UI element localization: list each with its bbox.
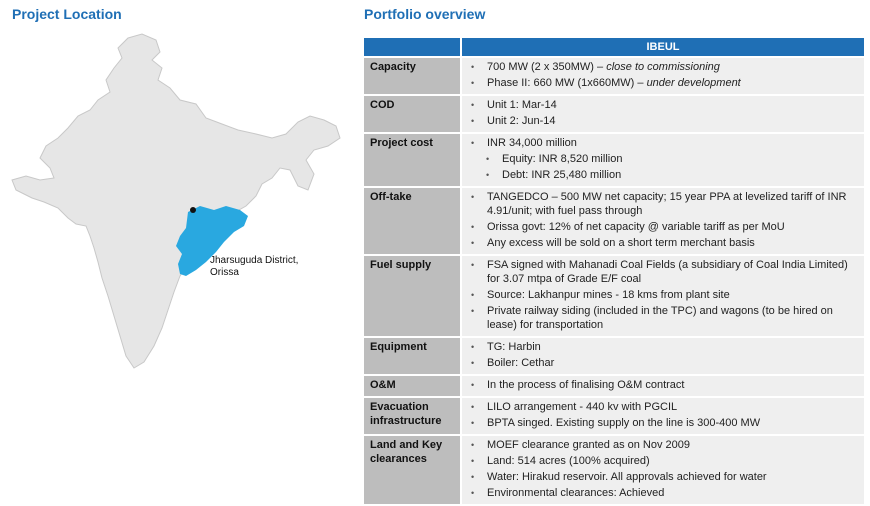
bullet-text: Unit 1: Mar-14: [487, 99, 557, 111]
bullet-item: Equity: INR 8,520 million: [468, 152, 860, 166]
bullet-list: Unit 1: Mar-14 Unit 2: Jun-14: [468, 98, 860, 128]
bullet-item: Source: Lakhanpur mines - 18 kms from pl…: [468, 288, 860, 302]
bullet-list: INR 34,000 million Equity: INR 8,520 mill…: [468, 136, 860, 182]
row-content: FSA signed with Mahanadi Coal Fields (a …: [460, 255, 864, 338]
row-content: TG: Harbin Boiler: Cethar: [460, 337, 864, 376]
bullet-text: Orissa govt: 12% of net capacity @ varia…: [487, 221, 785, 233]
bullet-text: Any excess will be sold on a short term …: [487, 237, 755, 249]
location-label-line1: Jharsuguda District,: [210, 255, 299, 266]
bullet-item: LILO arrangement - 440 kv with PGCIL: [468, 400, 860, 414]
bullet-text: Land: 514 acres (100% acquired): [487, 455, 650, 467]
bullet-emphasis: under development: [646, 77, 741, 89]
row-content: In the process of finalising O&M contrac…: [460, 375, 864, 398]
bullet-item: MOEF clearance granted as on Nov 2009: [468, 438, 860, 452]
header-blank-cell: [364, 38, 461, 58]
table-row: Land and Key clearancesMOEF clearance gr…: [364, 435, 864, 506]
row-content: LILO arrangement - 440 kv with PGCIL BPTA…: [460, 397, 864, 436]
table-row: Project cost INR 34,000 million Equity: IN…: [364, 133, 864, 188]
bullet-text: Unit 2: Jun-14: [487, 115, 556, 127]
bullet-item: Water: Hirakud reservoir. All approvals …: [468, 470, 860, 484]
row-label: Capacity: [364, 57, 461, 96]
bullet-list: FSA signed with Mahanadi Coal Fields (a …: [468, 258, 860, 332]
row-content: 700 MW (2 x 350MW) – close to commission…: [460, 57, 864, 96]
table-row: Fuel supply FSA signed with Mahanadi Coal…: [364, 255, 864, 338]
table-row: Off-take TANGEDCO – 500 MW net capacity; …: [364, 187, 864, 256]
bullet-text: TG: Harbin: [487, 341, 541, 353]
india-map: Jharsuguda District, Orissa: [10, 30, 350, 390]
table-header-row: IBEUL: [364, 38, 864, 58]
bullet-item: Unit 2: Jun-14: [468, 114, 860, 128]
bullet-text: Equity: INR 8,520 million: [502, 153, 623, 165]
bullet-text: Private railway siding (included in the …: [487, 305, 833, 331]
table-row: Capacity 700 MW (2 x 350MW) – close to co…: [364, 57, 864, 96]
bullet-list: In the process of finalising O&M contrac…: [468, 378, 860, 392]
table-body: Capacity 700 MW (2 x 350MW) – close to co…: [364, 57, 864, 506]
location-label-line2: Orissa: [210, 267, 239, 278]
bullet-item: Boiler: Cethar: [468, 356, 860, 370]
bullet-item: Debt: INR 25,480 million: [468, 168, 860, 182]
bullet-text: Source: Lakhanpur mines - 18 kms from pl…: [487, 289, 730, 301]
project-location-heading: Project Location: [12, 6, 122, 22]
bullet-text: BPTA singed. Existing supply on the line…: [487, 417, 761, 429]
bullet-item: Environmental clearances: Achieved: [468, 486, 860, 500]
bullet-item: TANGEDCO – 500 MW net capacity; 15 year …: [468, 190, 860, 218]
location-label: Jharsuguda District, Orissa: [210, 255, 298, 279]
jharsuguda-marker: [190, 207, 196, 213]
table-row: Evacuation infrastructureLILO arrangemen…: [364, 397, 864, 436]
bullet-text: Environmental clearances: Achieved: [487, 487, 665, 499]
bullet-item: Phase II: 660 MW (1x660MW) – under devel…: [468, 76, 860, 90]
bullet-item: TG: Harbin: [468, 340, 860, 354]
portfolio-table: IBEUL Capacity 700 MW (2 x 350MW) – close…: [364, 38, 864, 506]
row-label: Land and Key clearances: [364, 435, 461, 506]
bullet-list: LILO arrangement - 440 kv with PGCIL BPTA…: [468, 400, 860, 430]
bullet-list: TANGEDCO – 500 MW net capacity; 15 year …: [468, 190, 860, 250]
bullet-item: Private railway siding (included in the …: [468, 304, 860, 332]
india-map-graphic: [11, 33, 341, 369]
bullet-item: 700 MW (2 x 350MW) – close to commission…: [468, 60, 860, 74]
row-label: COD: [364, 95, 461, 134]
row-label: O&M: [364, 375, 461, 398]
row-label: Equipment: [364, 337, 461, 376]
bullet-text: Debt: INR 25,480 million: [502, 169, 622, 181]
bullet-list: MOEF clearance granted as on Nov 2009 Lan…: [468, 438, 860, 500]
bullet-text: Boiler: Cethar: [487, 357, 555, 369]
odisha-region: [176, 206, 248, 276]
bullet-item: Land: 514 acres (100% acquired): [468, 454, 860, 468]
bullet-item: Unit 1: Mar-14: [468, 98, 860, 112]
bullet-list: 700 MW (2 x 350MW) – close to commission…: [468, 60, 860, 90]
bullet-text: TANGEDCO – 500 MW net capacity; 15 year …: [487, 191, 847, 217]
bullet-text: In the process of finalising O&M contrac…: [487, 379, 685, 391]
bullet-item: Any excess will be sold on a short term …: [468, 236, 860, 250]
bullet-text: LILO arrangement - 440 kv with PGCIL: [487, 401, 678, 413]
bullet-item: INR 34,000 million: [468, 136, 860, 150]
row-label: Evacuation infrastructure: [364, 397, 461, 436]
bullet-text: 700 MW (2 x 350MW) –: [487, 61, 607, 73]
row-content: Unit 1: Mar-14 Unit 2: Jun-14: [460, 95, 864, 134]
bullet-text: FSA signed with Mahanadi Coal Fields (a …: [487, 259, 848, 285]
row-content: MOEF clearance granted as on Nov 2009 Lan…: [460, 435, 864, 506]
bullet-text: Water: Hirakud reservoir. All approvals …: [487, 471, 767, 483]
row-label: Off-take: [364, 187, 461, 256]
india-land-shape: [11, 33, 341, 369]
table-row: O&M In the process of finalising O&M cont…: [364, 375, 864, 398]
portfolio-overview-heading: Portfolio overview: [364, 6, 486, 22]
bullet-item: BPTA singed. Existing supply on the line…: [468, 416, 860, 430]
bullet-emphasis: close to commissioning: [606, 61, 720, 73]
row-content: INR 34,000 million Equity: INR 8,520 mill…: [460, 133, 864, 188]
bullet-text: INR 34,000 million: [487, 137, 577, 149]
bullet-list: TG: Harbin Boiler: Cethar: [468, 340, 860, 370]
bullet-item: FSA signed with Mahanadi Coal Fields (a …: [468, 258, 860, 286]
bullet-text: MOEF clearance granted as on Nov 2009: [487, 439, 691, 451]
bullet-item: In the process of finalising O&M contrac…: [468, 378, 860, 392]
table-row: Equipment TG: Harbin Boiler: Cethar: [364, 337, 864, 376]
bullet-text: Phase II: 660 MW (1x660MW) –: [487, 77, 647, 89]
table-row: COD Unit 1: Mar-14 Unit 2: Jun-14: [364, 95, 864, 134]
row-label: Fuel supply: [364, 255, 461, 338]
row-label: Project cost: [364, 133, 461, 188]
bullet-item: Orissa govt: 12% of net capacity @ varia…: [468, 220, 860, 234]
header-ibeul: IBEUL: [460, 38, 864, 58]
row-content: TANGEDCO – 500 MW net capacity; 15 year …: [460, 187, 864, 256]
